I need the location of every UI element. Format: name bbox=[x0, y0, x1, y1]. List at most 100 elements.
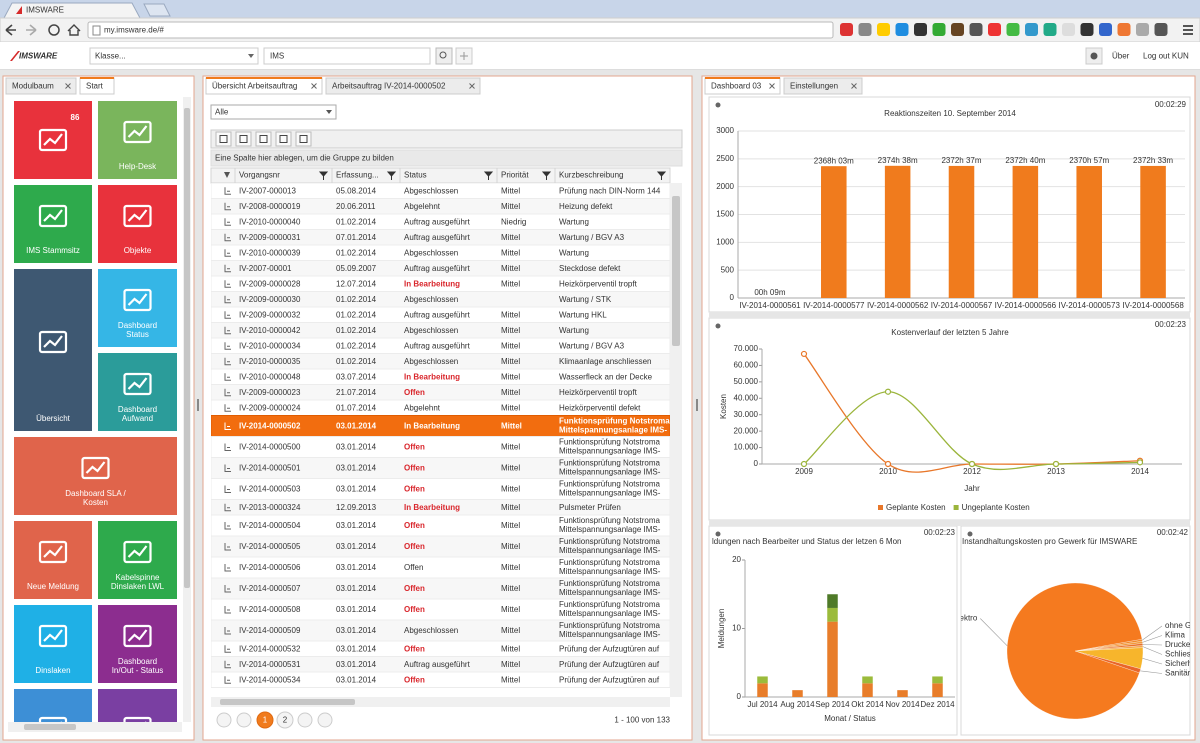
filter-select[interactable] bbox=[210, 104, 337, 120]
tile[interactable] bbox=[14, 437, 177, 515]
toolbar-button[interactable] bbox=[235, 131, 252, 147]
page-number[interactable]: 2 bbox=[283, 716, 288, 725]
pager-page[interactable] bbox=[256, 711, 274, 729]
tab-label[interactable]: Einstellungen bbox=[790, 82, 838, 91]
class-input[interactable] bbox=[89, 47, 259, 65]
search-value[interactable]: IMS bbox=[270, 52, 284, 61]
filter-icon[interactable] bbox=[483, 171, 494, 180]
about-link[interactable]: Über bbox=[1112, 52, 1130, 61]
logout-link[interactable]: Log out KUN bbox=[1143, 52, 1189, 61]
widget-splitter[interactable] bbox=[709, 312, 1190, 318]
extension-icon[interactable] bbox=[858, 23, 872, 36]
close-icon[interactable] bbox=[469, 83, 475, 89]
extension-icon[interactable] bbox=[1154, 23, 1168, 36]
browser-tab[interactable]: IMSWARE bbox=[26, 6, 64, 15]
tile[interactable] bbox=[98, 521, 177, 599]
splitter-handle[interactable] bbox=[696, 399, 698, 411]
extension-icon[interactable] bbox=[1062, 23, 1075, 36]
extension-icon[interactable] bbox=[1006, 23, 1020, 36]
column-header[interactable]: Kurzbeschreibung bbox=[559, 171, 623, 180]
tab[interactable] bbox=[325, 77, 481, 95]
filter-icon[interactable] bbox=[656, 171, 667, 180]
extension-icon[interactable] bbox=[951, 23, 964, 36]
url-box[interactable] bbox=[87, 21, 834, 39]
tile[interactable] bbox=[98, 269, 177, 347]
tile-label[interactable]: Dashboard bbox=[118, 657, 157, 666]
scrollbar-thumb[interactable] bbox=[672, 196, 680, 346]
filter-icon[interactable] bbox=[318, 171, 329, 180]
scrollbar-h-thumb[interactable] bbox=[24, 724, 76, 730]
pager-button[interactable] bbox=[297, 712, 313, 728]
tile-label[interactable]: Dinslaken LWL bbox=[111, 582, 165, 591]
tab[interactable] bbox=[783, 77, 863, 95]
tab[interactable] bbox=[5, 77, 77, 95]
tile-label[interactable]: Dinslaken bbox=[35, 666, 70, 675]
widget-settings[interactable] bbox=[967, 531, 973, 537]
tab-label[interactable]: Arbeitsauftrag IV-2014-0000502 bbox=[332, 82, 446, 91]
search-input[interactable] bbox=[263, 47, 431, 65]
widget-splitter[interactable] bbox=[709, 520, 1190, 526]
extension-icon[interactable] bbox=[1099, 23, 1112, 36]
extension-icon[interactable] bbox=[1025, 23, 1038, 36]
toolbar-button[interactable] bbox=[255, 131, 272, 147]
splitter-handle[interactable] bbox=[197, 399, 199, 411]
column-header[interactable]: Status bbox=[404, 171, 427, 180]
tile-label[interactable]: IMS Stammsitz bbox=[26, 246, 80, 255]
extension-icon[interactable] bbox=[1117, 23, 1131, 36]
tile[interactable] bbox=[98, 605, 177, 683]
tile-label[interactable]: Aufwand bbox=[122, 414, 153, 423]
tile[interactable] bbox=[14, 605, 92, 683]
url[interactable]: my.imsware.de/# bbox=[104, 26, 164, 35]
tile[interactable] bbox=[14, 689, 92, 743]
tab-label[interactable]: Start bbox=[86, 82, 104, 91]
filter-value[interactable]: Alle bbox=[215, 108, 229, 117]
tile-label[interactable]: In/Out - Status bbox=[112, 666, 164, 675]
page-number[interactable]: 1 bbox=[263, 716, 268, 725]
home-button[interactable] bbox=[67, 24, 81, 36]
scrollbar-h[interactable] bbox=[8, 722, 182, 732]
new-tab[interactable] bbox=[143, 3, 171, 17]
menu-icon[interactable] bbox=[1183, 25, 1193, 27]
tile-label[interactable]: Kosten bbox=[83, 498, 108, 507]
search-button[interactable] bbox=[435, 47, 453, 65]
menu-icon[interactable] bbox=[1183, 29, 1193, 31]
toolbar-button[interactable] bbox=[275, 131, 292, 147]
extension-icon[interactable] bbox=[895, 23, 909, 36]
pager-button[interactable] bbox=[317, 712, 333, 728]
forward-button[interactable] bbox=[26, 24, 37, 36]
close-icon[interactable] bbox=[311, 83, 317, 89]
widget-settings[interactable] bbox=[715, 531, 721, 537]
class-placeholder[interactable]: Klasse... bbox=[95, 52, 126, 61]
menu-icon[interactable] bbox=[1183, 33, 1193, 35]
toolbar-button[interactable] bbox=[295, 131, 312, 147]
tile[interactable] bbox=[14, 269, 92, 431]
tile-label[interactable]: Help-Desk bbox=[119, 162, 157, 171]
close-icon[interactable] bbox=[769, 83, 775, 89]
extension-icon[interactable] bbox=[969, 23, 983, 36]
tile-label[interactable]: Übersicht bbox=[36, 414, 71, 423]
tile-label[interactable]: Dashboard bbox=[118, 321, 157, 330]
tile-label[interactable]: Objekte bbox=[124, 246, 152, 255]
scrollbar-thumb[interactable] bbox=[184, 108, 190, 588]
tab-label[interactable]: Übersicht Arbeitsauftrag bbox=[212, 82, 297, 91]
reload-button[interactable] bbox=[48, 24, 60, 36]
scrollbar-h[interactable] bbox=[211, 697, 670, 707]
back-button[interactable] bbox=[5, 24, 16, 36]
tile-label[interactable]: Status bbox=[126, 330, 149, 339]
widget-settings[interactable] bbox=[715, 323, 721, 329]
tile[interactable] bbox=[98, 101, 177, 179]
tile[interactable] bbox=[98, 185, 177, 263]
column-header[interactable]: Erfassung... bbox=[336, 171, 379, 180]
table-row[interactable] bbox=[211, 671, 670, 688]
column-header[interactable]: Priorität bbox=[501, 171, 529, 180]
pager-page[interactable] bbox=[276, 711, 294, 729]
pager-button[interactable] bbox=[236, 712, 252, 728]
tile[interactable] bbox=[14, 185, 92, 263]
tile[interactable] bbox=[14, 521, 92, 599]
close-icon[interactable] bbox=[851, 83, 857, 89]
toolbar-button[interactable] bbox=[215, 131, 232, 147]
extension-icon[interactable] bbox=[914, 23, 927, 36]
tile-label[interactable]: Dashboard bbox=[118, 405, 157, 414]
filter-icon[interactable] bbox=[386, 171, 397, 180]
extension-icon[interactable] bbox=[840, 23, 853, 36]
